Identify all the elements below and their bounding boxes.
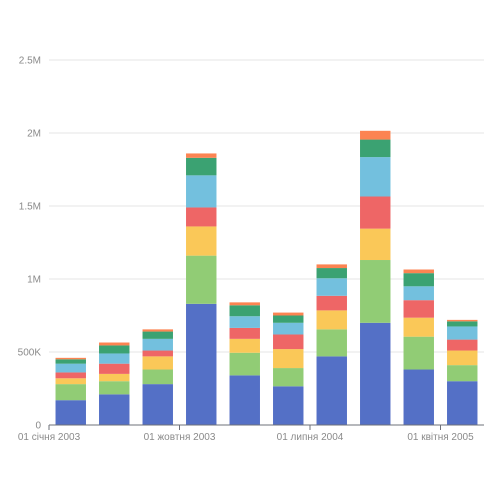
bar-segment [273, 312, 304, 316]
bar-segment [55, 384, 86, 401]
bar-segment [99, 363, 130, 374]
bar-segment [99, 342, 130, 346]
bar-segment [229, 316, 260, 328]
bar-segment [55, 378, 86, 385]
bar-segment [316, 329, 347, 357]
x-tick-label: 01 липня 2004 [277, 432, 344, 443]
bar-segment [229, 327, 260, 339]
bar-segment [403, 336, 434, 370]
bar-segment [99, 353, 130, 364]
bar-segment [403, 317, 434, 337]
bar-segment [360, 322, 391, 425]
bar-segment [447, 339, 478, 351]
bar-segment [99, 345, 130, 354]
bar-segment [403, 273, 434, 287]
bar-segment [99, 373, 130, 382]
bar-segment [316, 264, 347, 269]
bar-segment [273, 349, 304, 369]
bar-segment [55, 359, 86, 364]
bar-segment [316, 356, 347, 425]
bar-segment [229, 338, 260, 353]
axes: 0 500K 1M 1.5M 2M 2.5M 01 січня 2003 01 жовтня … [18, 56, 484, 443]
y-tick-label: 0 [35, 421, 41, 432]
bar-segment [142, 384, 173, 425]
bar-segment [360, 228, 391, 261]
bar-segment [403, 286, 434, 301]
bar-segment [229, 375, 260, 425]
bar-segment [99, 381, 130, 395]
bar-segment [360, 139, 391, 158]
bar-segment [142, 356, 173, 370]
bar-segment [360, 157, 391, 197]
bar-segment [186, 153, 217, 158]
bar-segment [447, 350, 478, 366]
bar-segment [55, 400, 86, 425]
y-tick-label: 1M [27, 275, 41, 286]
bar-segment [273, 386, 304, 425]
bar-segment [142, 350, 173, 357]
bar-segment [229, 305, 260, 317]
y-tick-label: 2M [27, 129, 41, 140]
bar-segment [447, 326, 478, 340]
bar-segment [186, 226, 217, 256]
x-tick-label: 01 січня 2003 [18, 432, 81, 443]
bars [55, 130, 478, 425]
bar-segment [186, 255, 217, 304]
bar-segment [142, 338, 173, 351]
bar-segment [99, 394, 130, 425]
bar-segment [447, 319, 478, 322]
bar-segment [142, 369, 173, 385]
x-tick-label: 01 жовтня 2003 [144, 432, 216, 443]
bar-segment [403, 369, 434, 425]
x-tick-label: 01 квітня 2005 [407, 432, 474, 443]
bar-segment [403, 269, 434, 274]
bar-segment [55, 357, 86, 360]
bar-segment [447, 321, 478, 327]
bar-segment [447, 365, 478, 382]
bar-segment [229, 352, 260, 376]
bar-segment [55, 363, 86, 373]
bar-segment [55, 372, 86, 379]
bar-segment [186, 175, 217, 208]
bar-segment [360, 196, 391, 229]
bar-segment [142, 331, 173, 339]
bar-segment [447, 381, 478, 425]
bar-segment [273, 315, 304, 323]
bar-segment [316, 278, 347, 296]
bar-segment [316, 310, 347, 330]
bar-segment [273, 322, 304, 335]
bar-segment [316, 295, 347, 311]
bar-segment [186, 157, 217, 176]
bar-segment [273, 334, 304, 350]
bar-segment [360, 130, 391, 140]
bar-segment [229, 302, 260, 306]
y-tick-label: 1.5M [19, 202, 41, 213]
bar-segment [316, 268, 347, 279]
bar-segment [142, 329, 173, 332]
bar-segment [360, 260, 391, 323]
bar-segment [273, 368, 304, 387]
y-tick-label: 2.5M [19, 56, 41, 67]
y-tick-label: 500K [18, 348, 42, 359]
bar-segment [403, 300, 434, 318]
bar-segment [186, 207, 217, 227]
bar-segment [186, 303, 217, 425]
